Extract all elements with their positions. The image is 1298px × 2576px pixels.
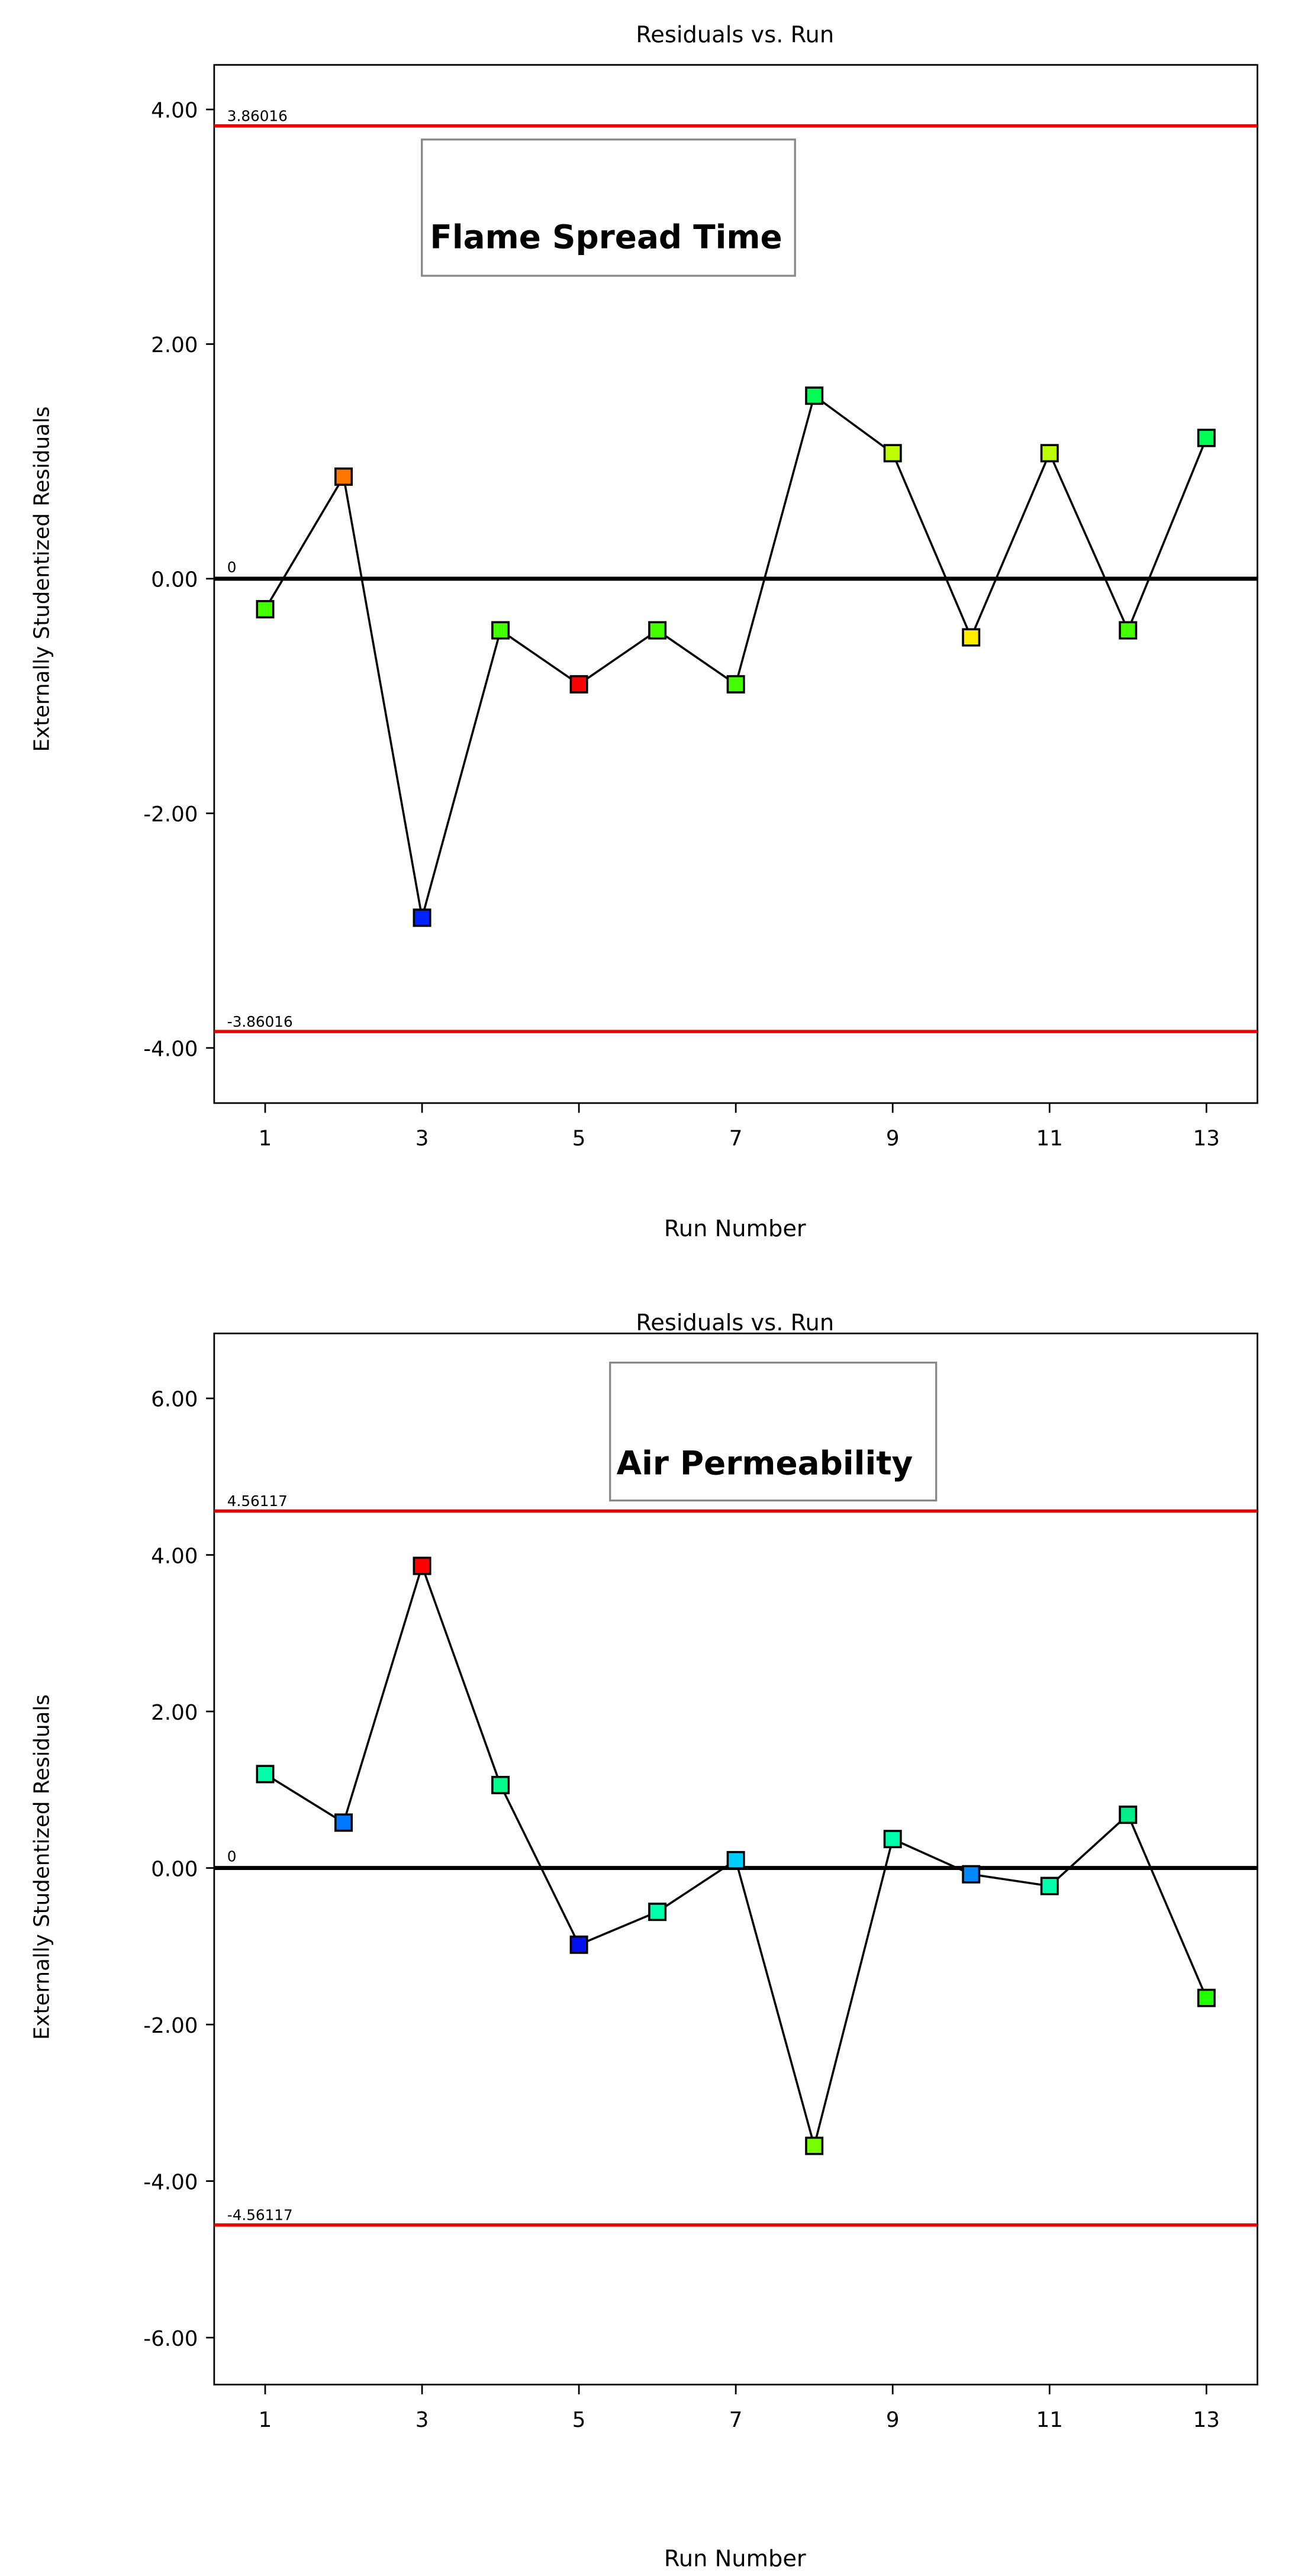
residual-point-run-12 — [1119, 621, 1138, 640]
residual-point-run-13 — [1197, 428, 1216, 447]
residual-point-run-3 — [413, 1556, 431, 1575]
x-tick-label: 9 — [886, 1126, 900, 1150]
x-tick-label: 13 — [1193, 1126, 1220, 1150]
residual-point-run-6 — [648, 1903, 667, 1921]
zero-line-label: 0 — [227, 1848, 237, 1865]
residual-point-run-10 — [962, 1865, 981, 1884]
residual-point-run-11 — [1040, 1877, 1059, 1895]
y-tick-label: 0.00 — [151, 1857, 198, 1881]
residual-point-run-5 — [569, 1935, 588, 1954]
annotation-label: Air Permeability — [617, 1445, 913, 1482]
residual-point-run-4 — [491, 1775, 510, 1794]
x-tick-label: 5 — [572, 2408, 586, 2432]
x-tick-label: 11 — [1036, 2408, 1063, 2432]
y-axis-label: Externally Studentized Residuals — [30, 1694, 54, 2040]
x-tick-label: 3 — [416, 2408, 429, 2432]
residual-point-run-12 — [1119, 1806, 1138, 1824]
chart-title: Residuals vs. Run — [636, 1310, 834, 1336]
residual-point-run-9 — [883, 1830, 902, 1849]
y-tick-label: 6.00 — [151, 1388, 198, 1412]
residual-point-run-8 — [805, 386, 824, 405]
y-tick-label: -4.00 — [143, 1037, 198, 1062]
x-tick-label: 11 — [1036, 1126, 1063, 1150]
residual-point-run-2 — [334, 1813, 353, 1832]
residual-point-run-5 — [569, 675, 588, 694]
y-tick-label: 2.00 — [151, 333, 198, 357]
residual-point-run-7 — [726, 675, 745, 694]
y-tick-label: 2.00 — [151, 1701, 198, 1725]
residual-point-run-1 — [256, 1765, 275, 1784]
annotation-box — [609, 1361, 938, 1502]
x-tick-label: 1 — [259, 1126, 272, 1150]
residual-point-run-13 — [1197, 1988, 1216, 2007]
y-tick-label: -6.00 — [143, 2327, 198, 2351]
upper-limit-label: 4.56117 — [227, 1492, 288, 1510]
x-tick-label: 9 — [886, 2408, 900, 2432]
x-axis-label: Run Number — [664, 2546, 806, 2572]
annotation-box — [421, 138, 796, 277]
residual-point-run-11 — [1040, 444, 1059, 463]
x-tick-label: 7 — [729, 2408, 743, 2432]
x-tick-label: 13 — [1193, 2408, 1220, 2432]
residual-point-run-7 — [726, 1850, 745, 1869]
y-tick-label: -2.00 — [143, 802, 198, 827]
residual-point-run-6 — [648, 621, 667, 640]
zero-line-label: 0 — [227, 559, 237, 576]
residual-point-run-8 — [805, 2136, 824, 2155]
residual-point-run-10 — [962, 628, 981, 647]
x-tick-label: 7 — [729, 1126, 743, 1150]
residual-point-run-1 — [256, 599, 275, 618]
upper-limit-label: 3.86016 — [227, 107, 288, 124]
y-tick-label: 4.00 — [151, 1544, 198, 1568]
annotation-label: Flame Spread Time — [430, 218, 782, 256]
residual-point-run-4 — [491, 621, 510, 640]
y-axis-label: Externally Studentized Residuals — [30, 407, 54, 752]
residual-series-line — [264, 394, 1207, 918]
x-axis-label: Run Number — [664, 1216, 806, 1242]
y-tick-label: -4.00 — [143, 2170, 198, 2194]
y-tick-label: 4.00 — [151, 99, 198, 123]
residual-point-run-3 — [413, 908, 431, 927]
chart-title: Residuals vs. Run — [636, 21, 834, 48]
flame-spread-residuals-chart: Residuals vs. Run Run Number Externally … — [30, 21, 1258, 1242]
air-permeability-residuals-chart: Residuals vs. Run Run Number Externally … — [30, 1310, 1258, 2572]
residual-point-run-9 — [883, 444, 902, 463]
x-tick-label: 3 — [416, 1126, 429, 1150]
y-tick-label: 0.00 — [151, 568, 198, 592]
lower-limit-label: -3.86016 — [227, 1013, 293, 1030]
x-tick-label: 5 — [572, 1126, 586, 1150]
x-tick-label: 1 — [259, 2408, 272, 2432]
y-tick-label: -2.00 — [143, 2014, 198, 2038]
residual-point-run-2 — [334, 467, 353, 486]
lower-limit-label: -4.56117 — [227, 2207, 293, 2224]
